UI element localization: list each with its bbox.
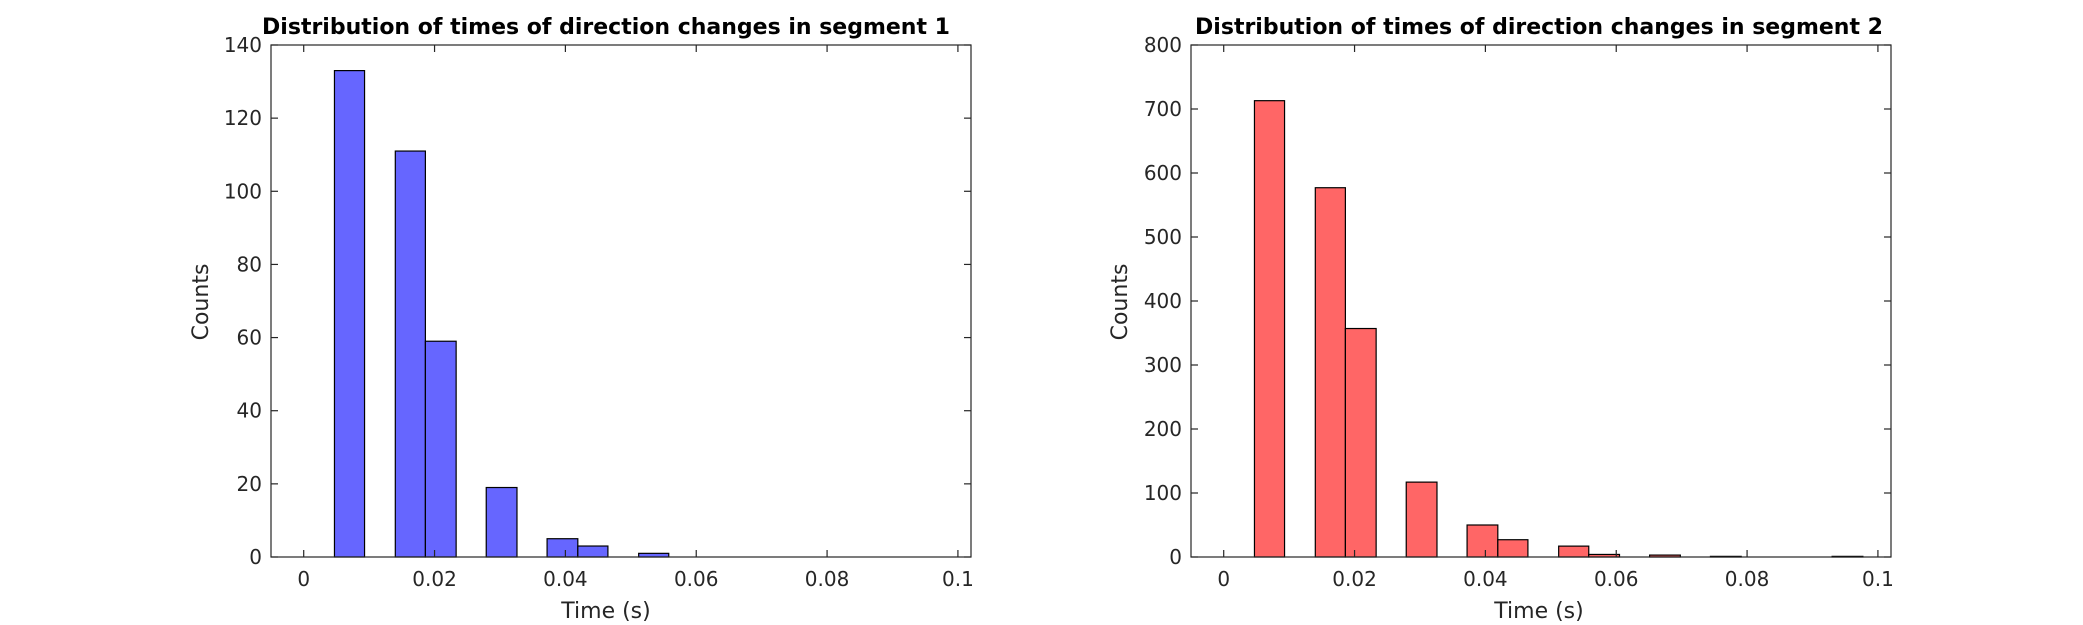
x-tick-label: 0 bbox=[297, 567, 310, 591]
bar bbox=[424, 340, 457, 558]
x-tick-label: 0.1 bbox=[1862, 567, 1894, 591]
bar bbox=[1497, 539, 1529, 558]
bar bbox=[1466, 524, 1499, 558]
y-tick-label: 80 bbox=[237, 252, 262, 276]
y-tick-label: 40 bbox=[237, 399, 262, 423]
histogram-segment-1: Distribution of times of direction chang… bbox=[189, 15, 974, 624]
y-tick-label: 0 bbox=[249, 545, 262, 569]
bar bbox=[485, 486, 518, 558]
bar bbox=[394, 150, 426, 558]
y-tick-label: 400 bbox=[1144, 289, 1182, 313]
x-axis-label: Time (s) bbox=[1493, 599, 1583, 624]
x-tick-label: 0 bbox=[1217, 567, 1230, 591]
bar bbox=[1558, 545, 1590, 558]
x-tick-label: 0.1 bbox=[942, 567, 974, 591]
x-tick-label: 0.08 bbox=[805, 567, 850, 591]
x-tick-label: 0.04 bbox=[1463, 567, 1508, 591]
y-axis-label: Counts bbox=[1108, 264, 1133, 341]
y-tick-label: 700 bbox=[1144, 97, 1182, 121]
x-tick-label: 0.02 bbox=[412, 567, 457, 591]
x-tick-label: 0.06 bbox=[674, 567, 719, 591]
x-axis-label: Time (s) bbox=[560, 599, 650, 624]
x-tick-label: 0.06 bbox=[1594, 567, 1639, 591]
bar bbox=[333, 69, 366, 558]
y-tick-label: 500 bbox=[1144, 225, 1182, 249]
chart-title: Distribution of times of direction chang… bbox=[1195, 15, 1883, 40]
y-tick-label: 800 bbox=[1144, 33, 1182, 57]
y-tick-label: 100 bbox=[1144, 481, 1182, 505]
bar bbox=[1253, 100, 1286, 558]
y-tick-label: 100 bbox=[224, 179, 262, 203]
bar bbox=[1344, 327, 1377, 558]
y-tick-label: 600 bbox=[1144, 161, 1182, 185]
axes-box bbox=[270, 44, 972, 558]
y-tick-label: 200 bbox=[1144, 417, 1182, 441]
y-tick-label: 300 bbox=[1144, 353, 1182, 377]
y-tick-label: 120 bbox=[224, 106, 262, 130]
bar bbox=[577, 545, 609, 558]
y-tick-label: 140 bbox=[224, 33, 262, 57]
y-tick-label: 20 bbox=[237, 472, 262, 496]
bar bbox=[546, 538, 579, 558]
x-tick-label: 0.02 bbox=[1332, 567, 1377, 591]
y-tick-label: 60 bbox=[237, 326, 262, 350]
y-tick-label: 0 bbox=[1169, 545, 1182, 569]
bar bbox=[1405, 481, 1438, 558]
chart-title: Distribution of times of direction chang… bbox=[262, 15, 950, 40]
y-axis-label: Counts bbox=[189, 264, 214, 341]
histogram-segment-2: Distribution of times of direction chang… bbox=[1108, 15, 1894, 624]
bar bbox=[1314, 187, 1346, 558]
axes-box bbox=[1190, 44, 1892, 558]
x-tick-label: 0.04 bbox=[543, 567, 588, 591]
x-tick-label: 0.08 bbox=[1725, 567, 1770, 591]
